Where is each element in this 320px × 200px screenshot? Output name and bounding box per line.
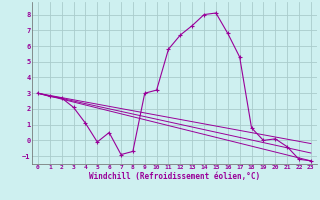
X-axis label: Windchill (Refroidissement éolien,°C): Windchill (Refroidissement éolien,°C) (89, 172, 260, 181)
